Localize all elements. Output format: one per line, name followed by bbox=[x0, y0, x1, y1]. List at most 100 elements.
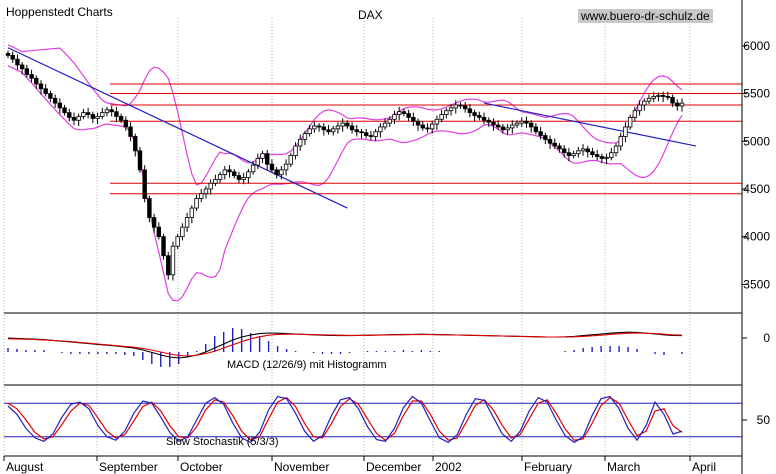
y-tick-label: 5000 bbox=[743, 134, 770, 148]
candle-body bbox=[302, 133, 308, 140]
candle-body bbox=[123, 119, 129, 128]
candle-body bbox=[429, 123, 435, 130]
candle-body bbox=[524, 120, 529, 124]
candle-body bbox=[547, 138, 553, 144]
y-tick-label: 0 bbox=[763, 331, 770, 345]
candle-body bbox=[552, 142, 557, 147]
candle-body bbox=[528, 122, 534, 128]
candle-body bbox=[387, 118, 392, 124]
candle-body bbox=[43, 88, 48, 94]
candle-body bbox=[156, 226, 162, 238]
candle-body bbox=[213, 179, 218, 184]
candle-body bbox=[227, 169, 232, 173]
candle-body bbox=[642, 100, 647, 106]
x-tick-label: March bbox=[607, 460, 640, 474]
candle-body bbox=[147, 198, 152, 218]
candle-body bbox=[222, 169, 228, 176]
y-tick-label: 4500 bbox=[743, 182, 770, 196]
candle-body bbox=[373, 131, 378, 137]
candle-body bbox=[594, 154, 600, 157]
candle-body bbox=[203, 188, 209, 195]
candle-body bbox=[519, 120, 524, 124]
candle-body bbox=[189, 207, 195, 218]
candle-body bbox=[283, 163, 289, 171]
candle-body bbox=[415, 120, 421, 126]
candle-body bbox=[557, 145, 562, 150]
trendlines bbox=[7, 47, 697, 209]
source-label: Hoppenstedt Charts bbox=[6, 5, 113, 19]
candle-body bbox=[580, 148, 586, 152]
candle-body bbox=[199, 193, 204, 199]
candle-body bbox=[19, 64, 25, 70]
candle-body bbox=[368, 135, 374, 137]
candle-body bbox=[90, 114, 96, 119]
candle-body bbox=[561, 148, 567, 154]
candle-body bbox=[71, 117, 77, 121]
y-tick-label: 50 bbox=[757, 413, 771, 427]
candle-body bbox=[632, 110, 638, 118]
candle-body bbox=[335, 125, 341, 130]
candle-body bbox=[217, 174, 223, 180]
candle-body bbox=[246, 171, 251, 178]
candle-body bbox=[95, 116, 100, 119]
candle-body bbox=[420, 124, 425, 129]
candle-body bbox=[411, 117, 416, 122]
candle-body bbox=[57, 102, 63, 109]
candle-body bbox=[382, 122, 388, 128]
candle-body bbox=[298, 138, 303, 147]
candle-body bbox=[118, 116, 124, 121]
candle-body bbox=[109, 109, 114, 113]
candle-body bbox=[133, 136, 138, 152]
candle-body bbox=[250, 164, 256, 173]
candle-body bbox=[660, 95, 666, 97]
bollinger-lower bbox=[7, 65, 683, 302]
candle-body bbox=[184, 217, 190, 228]
candle-body bbox=[260, 153, 265, 159]
chart-title: DAX bbox=[358, 8, 383, 22]
candle-body bbox=[316, 125, 322, 128]
candle-body bbox=[85, 112, 91, 115]
stoch-title: Slow Stochastik (5/3/3) bbox=[166, 436, 279, 448]
candle-body bbox=[161, 236, 166, 257]
x-tick-label: 2002 bbox=[435, 460, 462, 474]
candle-body bbox=[453, 104, 458, 109]
candle-body bbox=[137, 150, 143, 171]
candle-body bbox=[495, 124, 501, 128]
candle-body bbox=[364, 132, 369, 136]
candle-body bbox=[151, 217, 157, 228]
candle-body bbox=[340, 122, 345, 127]
candle-body bbox=[241, 177, 246, 180]
candle-body bbox=[378, 126, 383, 133]
candle-body bbox=[538, 131, 543, 136]
candle-body bbox=[208, 182, 213, 190]
candle-body bbox=[510, 124, 515, 129]
candle-body bbox=[397, 111, 402, 115]
candle-body bbox=[590, 151, 595, 156]
candle-body bbox=[52, 97, 58, 104]
macd-panel bbox=[7, 328, 683, 367]
candle-body bbox=[477, 115, 482, 118]
candles bbox=[5, 50, 685, 281]
candle-body bbox=[104, 109, 110, 114]
candle-body bbox=[392, 114, 397, 120]
x-tick-label: August bbox=[6, 460, 44, 474]
trendline bbox=[483, 102, 697, 147]
candle-body bbox=[29, 74, 34, 79]
candle-body bbox=[585, 148, 590, 153]
y-tick-label: 5500 bbox=[743, 87, 770, 101]
candle-body bbox=[618, 136, 623, 147]
candle-body bbox=[675, 102, 680, 107]
macd-signal-line bbox=[7, 332, 683, 357]
website-link[interactable]: www.buero-dr-schulz.de bbox=[578, 9, 713, 23]
labels: August September October November December 20… bbox=[6, 39, 770, 474]
candle-body bbox=[646, 97, 652, 102]
candle-body bbox=[5, 53, 11, 56]
candle-body bbox=[623, 126, 628, 137]
candle-body bbox=[354, 129, 359, 133]
x-tick-label: December bbox=[366, 460, 421, 474]
candle-body bbox=[533, 126, 539, 133]
candle-body bbox=[321, 126, 326, 131]
axes bbox=[3, 0, 747, 474]
candle-body bbox=[236, 175, 242, 180]
